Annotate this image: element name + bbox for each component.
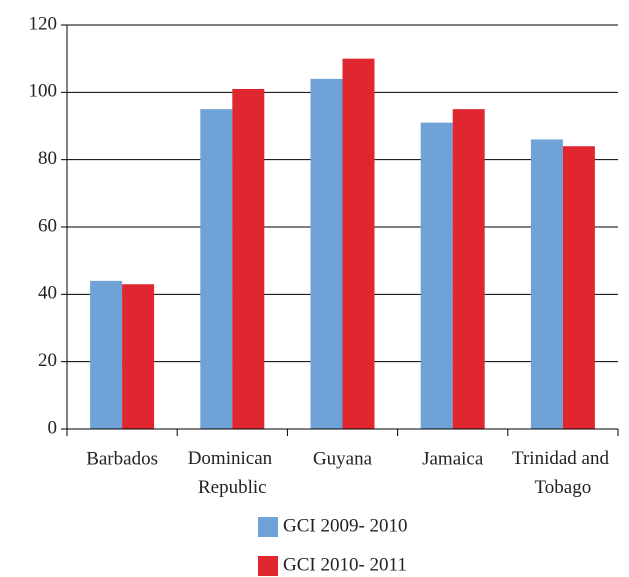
x-tick-label: Trinidad and Tobago <box>512 448 614 498</box>
y-tick-label: 120 <box>29 13 58 34</box>
label-line: Tobago <box>535 477 592 498</box>
y-tick-label: 100 <box>29 81 58 102</box>
bar <box>200 109 233 430</box>
y-tick-label: 0 <box>48 417 58 438</box>
y-tick-label: 20 <box>38 350 57 371</box>
legend-label: GCI 2010- 2011 <box>283 554 407 575</box>
bar <box>232 88 265 429</box>
legend-swatch <box>258 556 278 576</box>
bar <box>562 146 595 429</box>
bar <box>310 78 343 429</box>
bar <box>122 284 155 429</box>
bar <box>342 58 375 430</box>
x-tick-label: Jamaica <box>422 448 484 469</box>
y-tick-label: 60 <box>38 215 57 236</box>
x-tick-label: Guyana <box>313 448 373 469</box>
label-line: Trinidad and <box>512 448 614 469</box>
legend-label: GCI 2009- 2010 <box>283 515 408 536</box>
y-tick-label: 80 <box>38 148 57 169</box>
bar <box>530 139 563 429</box>
label-line: Dominican <box>188 448 277 469</box>
legend-swatch <box>258 517 278 537</box>
label-line: Republic <box>198 477 267 498</box>
x-tick-label: Dominican Republic <box>188 448 277 498</box>
y-tick-label: 40 <box>38 283 57 304</box>
bar <box>452 109 485 430</box>
bar <box>90 280 123 429</box>
bar <box>420 122 453 429</box>
x-tick-label: Barbados <box>86 448 158 469</box>
